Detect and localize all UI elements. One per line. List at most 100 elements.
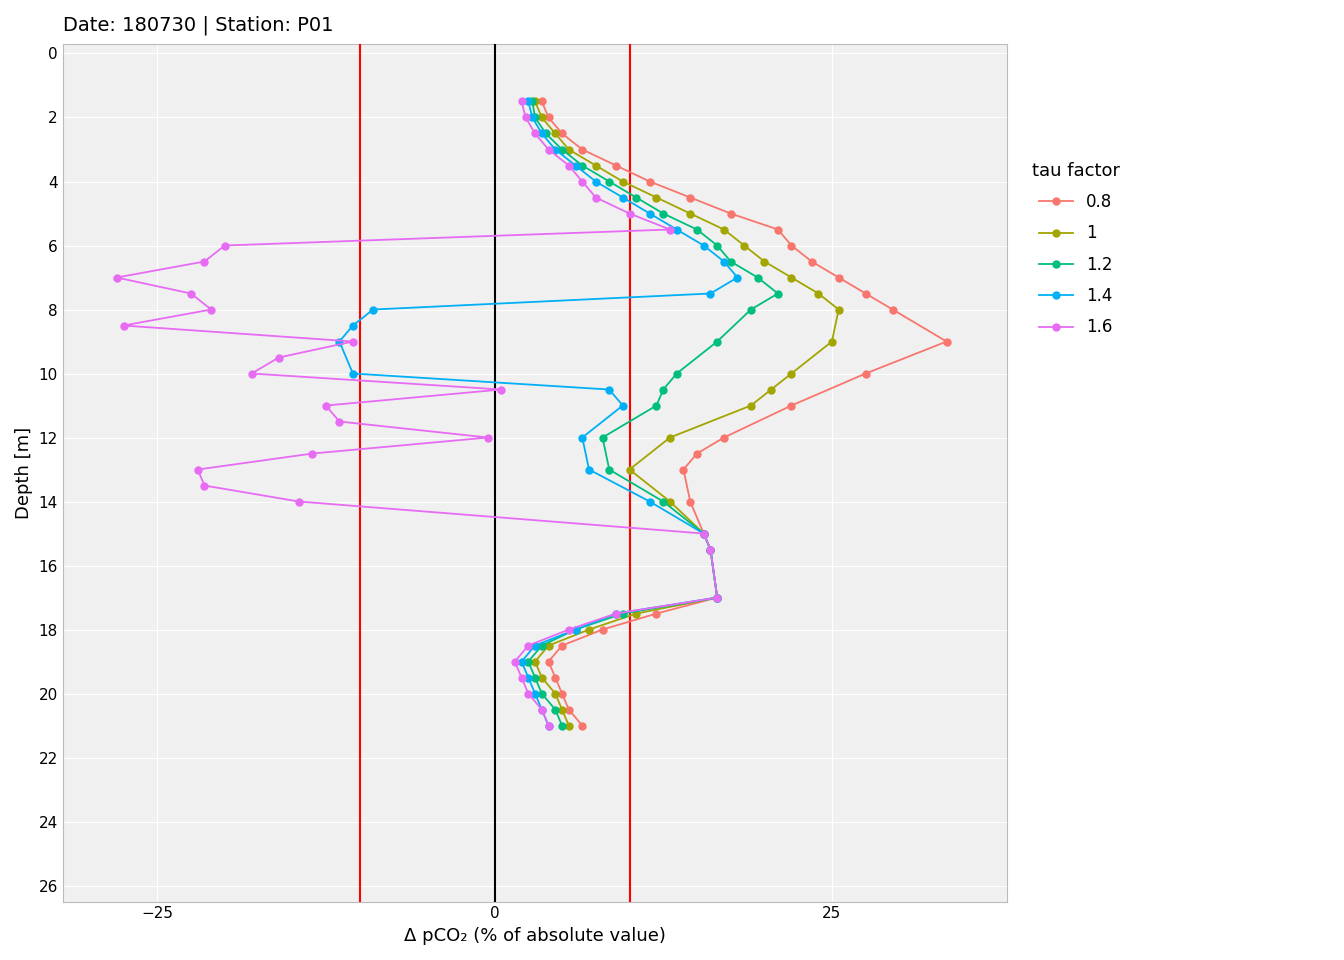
1.2	[520, 656, 536, 667]
1.2	[601, 464, 617, 475]
1	[540, 639, 556, 651]
1.4	[710, 591, 726, 603]
0.8	[683, 192, 699, 204]
1.4	[581, 464, 597, 475]
1.2	[534, 639, 550, 651]
1.2	[547, 704, 563, 715]
1.2	[601, 176, 617, 187]
1.6	[116, 320, 132, 331]
1	[560, 720, 577, 732]
0.8	[716, 432, 732, 444]
0.8	[784, 240, 800, 252]
1.4	[366, 303, 382, 315]
1	[703, 543, 719, 555]
1	[824, 336, 840, 348]
0.8	[540, 111, 556, 123]
0.8	[723, 207, 739, 219]
1.4	[527, 639, 543, 651]
1.4	[520, 96, 536, 108]
1.6	[540, 144, 556, 156]
1	[554, 704, 570, 715]
0.8	[554, 639, 570, 651]
1.6	[587, 192, 603, 204]
0.8	[676, 464, 692, 475]
1.2	[710, 240, 726, 252]
1.4	[332, 336, 348, 348]
0.8	[696, 528, 712, 540]
1	[810, 288, 827, 300]
1.6	[540, 720, 556, 732]
1.2	[710, 336, 726, 348]
1.6	[480, 432, 496, 444]
0.8	[574, 144, 590, 156]
1.4	[513, 656, 530, 667]
1	[527, 656, 543, 667]
1	[683, 207, 699, 219]
1	[628, 608, 644, 619]
1.4	[547, 144, 563, 156]
1	[648, 192, 664, 204]
Line: 1: 1	[532, 98, 843, 729]
1	[614, 176, 630, 187]
1	[621, 464, 637, 475]
1.4	[641, 207, 657, 219]
1.6	[109, 272, 125, 283]
1.4	[520, 672, 536, 684]
1.6	[621, 207, 637, 219]
1.2	[554, 720, 570, 732]
1.2	[723, 255, 739, 267]
1.4	[587, 176, 603, 187]
1.2	[710, 591, 726, 603]
1.2	[655, 495, 671, 507]
1.4	[601, 384, 617, 396]
1	[581, 624, 597, 636]
1	[547, 128, 563, 139]
1.6	[663, 224, 679, 235]
1.4	[614, 192, 630, 204]
1.2	[534, 687, 550, 699]
1	[547, 687, 563, 699]
Line: 0.8: 0.8	[539, 98, 950, 729]
1	[784, 368, 800, 379]
1.6	[703, 543, 719, 555]
0.8	[804, 255, 820, 267]
0.8	[857, 368, 874, 379]
1.6	[560, 159, 577, 171]
Line: 1.2: 1.2	[526, 98, 781, 729]
1.4	[614, 399, 630, 411]
0.8	[884, 303, 900, 315]
1	[534, 111, 550, 123]
1.2	[655, 384, 671, 396]
1.2	[554, 144, 570, 156]
1.4	[524, 111, 540, 123]
1.6	[527, 128, 543, 139]
1	[710, 591, 726, 603]
1.6	[196, 255, 212, 267]
Text: Date: 180730 | Station: P01: Date: 180730 | Station: P01	[63, 15, 333, 35]
1.6	[216, 240, 233, 252]
1.6	[513, 672, 530, 684]
1.4	[534, 704, 550, 715]
1	[784, 272, 800, 283]
1	[534, 672, 550, 684]
1.6	[243, 368, 259, 379]
1.2	[648, 399, 664, 411]
1.6	[710, 591, 726, 603]
Y-axis label: Depth [m]: Depth [m]	[15, 426, 34, 518]
1.4	[534, 128, 550, 139]
1.6	[290, 495, 306, 507]
1.6	[520, 639, 536, 651]
0.8	[540, 656, 556, 667]
1.2	[703, 543, 719, 555]
1.6	[196, 480, 212, 492]
1.2	[567, 624, 583, 636]
1.4	[703, 288, 719, 300]
1.4	[567, 624, 583, 636]
0.8	[689, 447, 706, 459]
0.8	[574, 720, 590, 732]
Line: 1.6: 1.6	[113, 98, 720, 729]
1.2	[655, 207, 671, 219]
1.6	[270, 351, 286, 363]
1.2	[527, 672, 543, 684]
Line: 1.4: 1.4	[336, 98, 741, 729]
